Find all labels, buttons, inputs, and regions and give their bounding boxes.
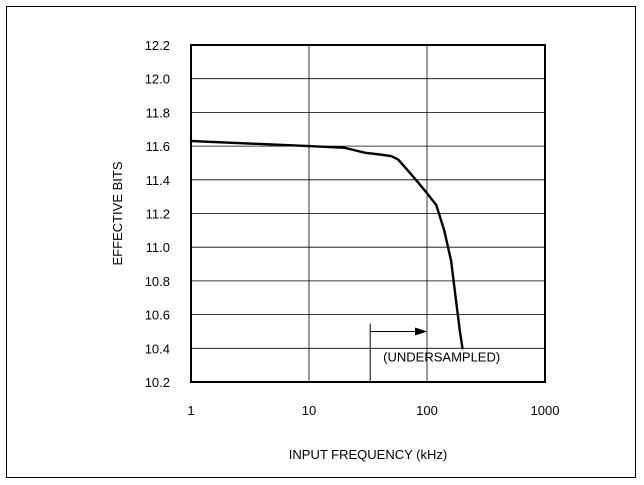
- y-tick-label: 10.4: [145, 341, 170, 356]
- y-tick-label: 11.2: [146, 207, 170, 222]
- annotation-group: (UNDERSAMPLED): [369, 323, 500, 382]
- y-tick-label: 11.6: [146, 139, 170, 154]
- x-tick-labels: 1 10 100 1000: [187, 403, 559, 418]
- x-tick-label: 1000: [531, 403, 560, 418]
- undersampled-label: (UNDERSAMPLED): [383, 350, 500, 365]
- x-tick-label: 10: [302, 403, 316, 418]
- y-tick-label: 12.2: [145, 38, 170, 53]
- y-tick-label: 11.0: [146, 240, 170, 255]
- y-tick-label: 10.6: [145, 308, 170, 323]
- plot-area-border: [190, 44, 546, 383]
- y-tick-label: 10.2: [145, 375, 170, 390]
- x-tick-label: 100: [416, 403, 438, 418]
- grid: [190, 44, 546, 383]
- chart-frame: [6, 6, 636, 478]
- undersampled-arrowhead: [415, 327, 427, 336]
- x-tick-label: 1: [187, 403, 194, 418]
- series-group: [189, 139, 464, 350]
- series-line: [189, 139, 464, 350]
- y-tick-label: 11.4: [146, 173, 170, 188]
- y-tick-label: 11.8: [146, 105, 170, 120]
- y-axis-label: EFFECTIVE BITS: [110, 161, 125, 265]
- y-tick-label: 10.8: [145, 274, 170, 289]
- y-tick-labels: 10.2 10.4 10.6 10.8 11.0 11.2 11.4 11.6 11.8 12.0…: [145, 38, 170, 390]
- y-tick-label: 12.0: [145, 72, 170, 87]
- x-axis-label: INPUT FREQUENCY (kHz): [289, 447, 447, 462]
